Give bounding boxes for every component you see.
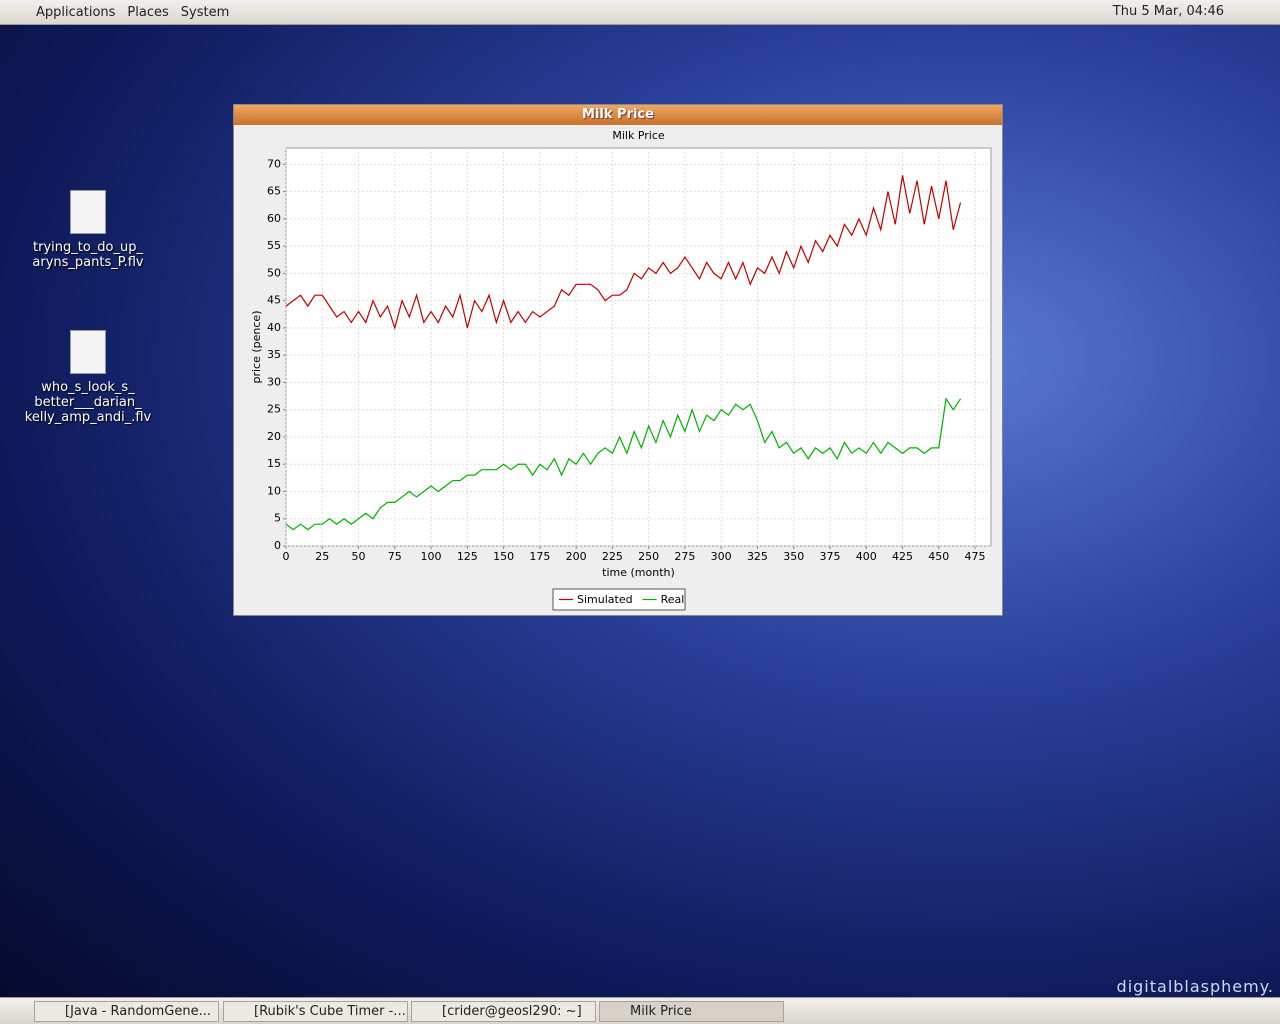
y-tick-label: 30	[267, 375, 281, 388]
file-icon	[70, 330, 106, 374]
x-tick-label: 150	[493, 550, 514, 563]
menu[interactable]: System	[180, 4, 230, 20]
menu[interactable]: Applications	[36, 4, 116, 20]
y-tick-label: 15	[267, 457, 281, 470]
x-tick-label: 425	[892, 550, 913, 563]
x-tick-label: 25	[315, 550, 329, 563]
x-tick-label: 225	[602, 550, 623, 563]
icon-label: trying_to_do_up_	[33, 240, 143, 255]
series-line	[285, 175, 962, 331]
icon-label: kelly_amp_andi_.flv	[24, 410, 152, 425]
icon-label: better___darian_	[34, 395, 142, 410]
x-tick-label: 0	[283, 550, 290, 563]
series-line	[285, 397, 962, 531]
x-tick-label: 325	[747, 550, 768, 563]
y-tick-label: 50	[267, 266, 281, 279]
icon-label: aryns_pants_P.flv	[32, 255, 144, 270]
x-tick-label: 125	[457, 550, 478, 563]
icon-label: who_s_look_s_	[41, 380, 135, 395]
task-button[interactable]: [Rubik's Cube Timer -...	[223, 1001, 408, 1022]
x-tick-label: 300	[711, 550, 732, 563]
y-tick-label: 60	[267, 212, 281, 225]
y-tick-label: 10	[267, 484, 281, 497]
x-tick-label: 200	[566, 550, 587, 563]
x-axis-label: time (month)	[602, 566, 675, 579]
task-button[interactable]: Milk Price	[599, 1001, 784, 1022]
desktop-icon[interactable]: who_s_look_s_ better___darian_ kelly_amp_a…	[23, 330, 153, 425]
y-tick-label: 35	[267, 348, 281, 361]
x-tick-label: 75	[388, 550, 402, 563]
task-button[interactable]: [crider@geosl290: ~]	[411, 1001, 596, 1022]
clock[interactable]: Thu 5 Mar, 04:46	[1112, 4, 1224, 19]
x-tick-label: 400	[856, 550, 877, 563]
y-tick-label: 40	[267, 321, 281, 334]
window-title[interactable]: Milk Price	[234, 105, 1002, 125]
y-axis-label: price (pence)	[250, 311, 263, 384]
x-tick-label: 250	[638, 550, 659, 563]
y-tick-label: 65	[267, 185, 281, 198]
y-tick-label: 0	[274, 539, 281, 552]
plot-area	[285, 147, 992, 547]
x-tick-label: 450	[928, 550, 949, 563]
y-tick-label: 5	[274, 512, 281, 525]
x-tick-label: 275	[674, 550, 695, 563]
chart: Milk Price 0 5 10 15 20 25 30 35 40 45 50 55 60 65 70 0 2…	[250, 129, 992, 611]
legend-label: Simulated	[577, 593, 633, 606]
x-tick-label: 100	[421, 550, 442, 563]
window: Milk Price Milk Price 0 5 10 15 20 25 30 35 40 45 5…	[233, 104, 1003, 616]
y-tick-label: 70	[267, 157, 281, 170]
y-tick-label: 25	[267, 403, 281, 416]
file-icon	[70, 190, 106, 234]
desktop-icon[interactable]: trying_to_do_up_ aryns_pants_P.flv	[23, 190, 153, 270]
task-button[interactable]: [Java - RandomGene...	[34, 1001, 219, 1022]
taskbar: [Java - RandomGene... [Rubik's Cube Time…	[0, 997, 1280, 1024]
menu[interactable]: Places	[127, 4, 169, 20]
x-tick-label: 350	[783, 550, 804, 563]
watermark: digitalblasphemy.	[1116, 977, 1274, 996]
x-tick-label: 475	[965, 550, 986, 563]
y-tick-label: 20	[267, 430, 281, 443]
x-tick-label: 175	[529, 550, 550, 563]
legend-box	[552, 588, 686, 611]
legend-label: Real	[661, 593, 685, 606]
x-tick-label: 375	[819, 550, 840, 563]
y-tick-label: 45	[267, 294, 281, 307]
chart-title: Milk Price	[612, 129, 665, 142]
x-tick-label: 50	[352, 550, 366, 563]
y-tick-label: 55	[267, 239, 281, 252]
top-panel: Applications Places System Thu 5 Mar, 04…	[0, 0, 1280, 25]
